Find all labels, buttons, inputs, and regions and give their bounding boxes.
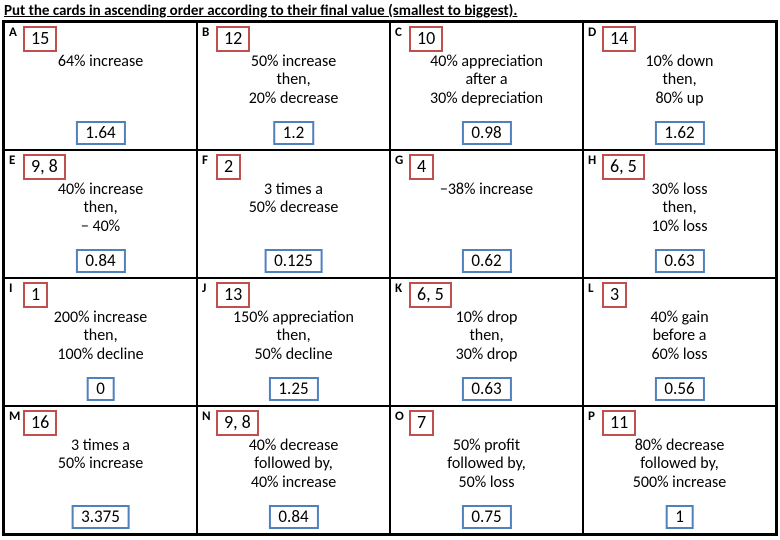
card-result-value: 0.62 <box>461 249 511 273</box>
card-description: 40% appreciation after a 30% depreciatio… <box>391 53 582 108</box>
card-start-value: 9, 8 <box>23 154 66 180</box>
card-result-value: 0 <box>86 377 115 401</box>
card: E 9, 840% increase then, − 40% 0.84 <box>4 150 197 278</box>
card-result-value: 1.2 <box>273 121 315 145</box>
card-result-value: 0.63 <box>654 249 704 273</box>
card-start-value: 1 <box>23 282 48 308</box>
card-letter: P <box>588 409 595 424</box>
card-start-value: 3 <box>602 282 627 308</box>
card-result-value: 0.98 <box>461 121 511 145</box>
card: P 1180% decrease followed by, 500% increa… <box>583 406 776 534</box>
card-description: 3 times a 50% decrease <box>198 181 389 218</box>
card-result-value: 0.75 <box>461 505 511 529</box>
card: H 6, 530% loss then, 10% loss 0.63 <box>583 150 776 278</box>
card-letter: N <box>202 409 211 424</box>
card-start-value: 4 <box>409 154 434 180</box>
card-description: 3 times a 50% increase <box>5 437 196 474</box>
card-start-value: 6, 5 <box>602 154 645 180</box>
card-start-value: 10 <box>409 26 443 52</box>
card: N 9, 840% decrease followed by, 40% incre… <box>197 406 390 534</box>
card-start-value: 13 <box>216 282 250 308</box>
card-letter: I <box>9 281 12 296</box>
card-description: 30% loss then, 10% loss <box>584 181 775 236</box>
card-description: 40% gain before a 60% loss <box>584 309 775 364</box>
card-grid: A1564% increase1.64B1250% increase then,… <box>2 20 778 536</box>
card-description: 10% drop then, 30% drop <box>391 309 582 364</box>
card-result-value: 0.84 <box>75 249 125 273</box>
card-letter: G <box>395 153 403 168</box>
card-description: 50% increase then, 20% decrease <box>198 53 389 108</box>
card-start-value: 14 <box>602 26 636 52</box>
card-letter: J <box>202 281 206 296</box>
card-letter: D <box>588 25 596 40</box>
card-letter: M <box>9 409 20 424</box>
card-description: 150% appreciation then, 50% decline <box>198 309 389 364</box>
card-start-value: 6, 5 <box>409 282 452 308</box>
card-result-value: 1 <box>665 505 694 529</box>
card-start-value: 12 <box>216 26 250 52</box>
card-description: 80% decrease followed by, 500% increase <box>584 437 775 492</box>
card-description: 10% down then, 80% up <box>584 53 775 108</box>
card: J 13150% appreciation then, 50% decline 1.… <box>197 278 390 406</box>
card-letter: A <box>9 25 17 40</box>
card-result-value: 0.56 <box>654 377 704 401</box>
card-description: 40% increase then, − 40% <box>5 181 196 236</box>
card: F23 times a 50% decrease 0.125 <box>197 150 390 278</box>
card-description: 50% profit followed by, 50% loss <box>391 437 582 492</box>
card-letter: H <box>588 153 596 168</box>
card-letter: F <box>202 153 208 168</box>
card-description: −38% increase <box>391 181 582 199</box>
card-result-value: 0.125 <box>264 249 323 273</box>
card-start-value: 16 <box>23 410 57 436</box>
card-result-value: 1.64 <box>75 121 125 145</box>
card-start-value: 2 <box>216 154 241 180</box>
card: B 1250% increase then, 20% decrease 1.2 <box>197 22 390 150</box>
card-result-value: 0.63 <box>461 377 511 401</box>
card: O750% profit followed by, 50% loss 0.75 <box>390 406 583 534</box>
card: D 1410% down then, 80% up 1.62 <box>583 22 776 150</box>
card-result-value: 3.375 <box>71 505 130 529</box>
card-letter: B <box>202 25 209 40</box>
card-result-value: 1.25 <box>268 377 318 401</box>
page-title: Put the cards in ascending order accordi… <box>0 0 780 20</box>
card-start-value: 15 <box>23 26 57 52</box>
card: I1200% increase then, 100% decline 0 <box>4 278 197 406</box>
card-result-value: 0.84 <box>268 505 318 529</box>
card-start-value: 7 <box>409 410 434 436</box>
card-letter: C <box>395 25 402 40</box>
card: L340% gain before a 60% loss 0.56 <box>583 278 776 406</box>
card: C 1040% appreciation after a 30% deprecia… <box>390 22 583 150</box>
card-description: 200% increase then, 100% decline <box>5 309 196 364</box>
card-description: 64% increase <box>5 53 196 71</box>
card-result-value: 1.62 <box>654 121 704 145</box>
card: K 6, 510% drop then, 30% drop 0.63 <box>390 278 583 406</box>
card-letter: E <box>9 153 15 168</box>
card-letter: O <box>395 409 404 424</box>
card-start-value: 9, 8 <box>216 410 259 436</box>
card-description: 40% decrease followed by, 40% increase <box>198 437 389 492</box>
card-letter: K <box>395 281 402 296</box>
card: M163 times a 50% increase 3.375 <box>4 406 197 534</box>
card-letter: L <box>588 281 594 296</box>
card: G4−38% increase 0.62 <box>390 150 583 278</box>
card-start-value: 11 <box>602 410 636 436</box>
card: A 1564% increase 1.64 <box>4 22 197 150</box>
